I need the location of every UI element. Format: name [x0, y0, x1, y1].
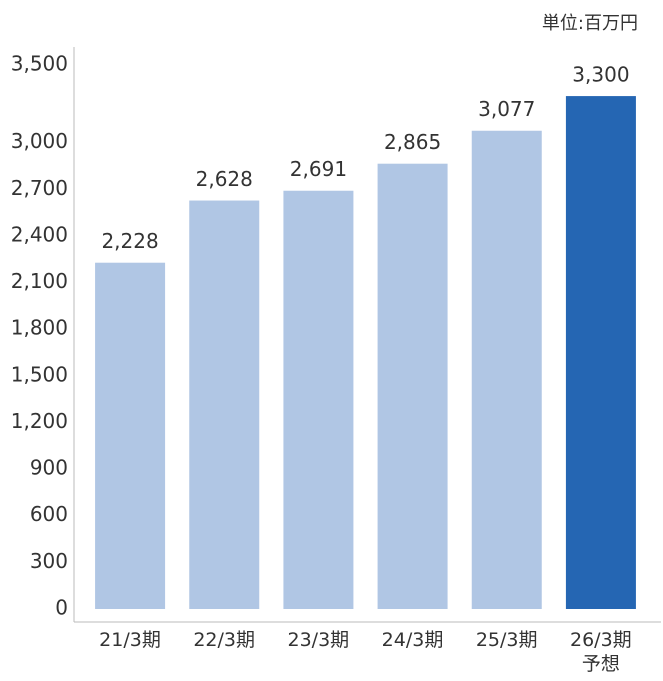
bar [189, 200, 260, 610]
y-tick-label: 2,100 [11, 269, 68, 293]
y-tick-label: 0 [55, 596, 68, 620]
value-label: 2,691 [290, 157, 347, 181]
value-label: 3,300 [572, 63, 629, 87]
y-tick-label: 2,400 [11, 222, 68, 246]
x-tick-label: 23/3期 [287, 629, 350, 651]
y-tick-label: 3,000 [11, 129, 68, 153]
y-tick-label: 1,500 [11, 362, 68, 386]
x-tick-label: 22/3期 [193, 629, 255, 651]
y-tick-label: 300 [30, 549, 68, 573]
x-tick-label: 25/3期 [475, 629, 538, 651]
value-label: 2,628 [196, 167, 253, 191]
x-tick-label: 26/3期 予想 [569, 629, 632, 675]
bar [471, 130, 542, 610]
unit-label: 単位:百万円 [542, 13, 638, 34]
bar [565, 96, 636, 610]
y-tick-label: 1,200 [11, 409, 68, 433]
y-tick-label: 900 [30, 456, 68, 480]
bar [283, 190, 354, 610]
bar [95, 262, 166, 609]
y-tick-label: 3,500 [11, 52, 68, 76]
y-tick-label: 1,800 [11, 316, 68, 340]
x-tick-label: 24/3期 [381, 629, 444, 651]
value-label: 3,077 [478, 97, 535, 121]
value-label: 2,865 [384, 130, 441, 154]
x-tick-label: 21/3期 [99, 629, 161, 651]
bar [377, 163, 448, 609]
value-label: 2,228 [101, 229, 158, 253]
y-tick-label: 600 [30, 502, 68, 526]
y-tick-label: 2,700 [11, 176, 68, 200]
